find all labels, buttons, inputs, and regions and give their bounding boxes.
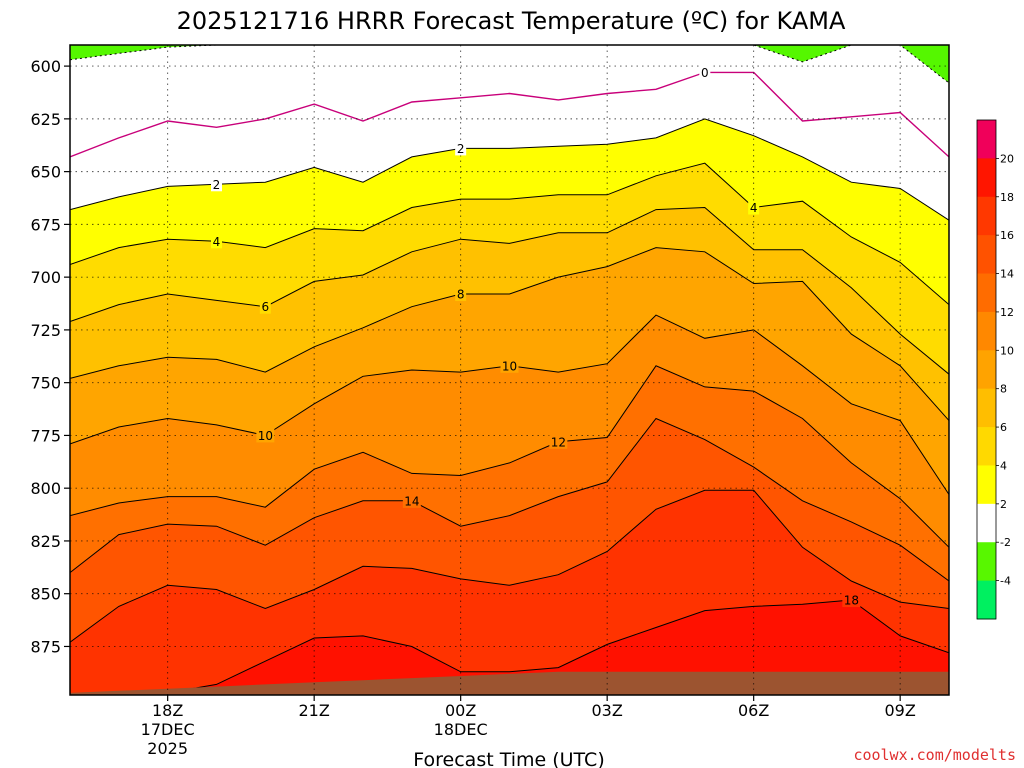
colorbar-label: 20 bbox=[1000, 152, 1014, 165]
colorbar-label: -4 bbox=[1000, 575, 1011, 588]
isotherm-line-16 bbox=[70, 489, 949, 643]
colorbar-label: 14 bbox=[1000, 268, 1014, 281]
x-tick-label: 18Z bbox=[152, 701, 183, 720]
x-tick-label: 06Z bbox=[738, 701, 769, 720]
colorbar-label: 2 bbox=[1000, 498, 1007, 511]
plot-frame bbox=[69, 44, 950, 696]
isotherm-label-bg bbox=[842, 593, 861, 608]
isotherm-label-bg bbox=[699, 65, 711, 80]
colorbar-label: 18 bbox=[1000, 191, 1014, 204]
colorbar-swatch bbox=[977, 542, 996, 582]
colorbar-swatch bbox=[977, 235, 996, 274]
colorbar-swatch bbox=[977, 273, 996, 313]
colorbar-swatch bbox=[977, 196, 996, 236]
y-tick-label: 600 bbox=[30, 57, 61, 76]
y-tick-label: 800 bbox=[30, 479, 61, 498]
y-axis: 600 625 650 675 700 725 750 775 800 825 850 875 bbox=[30, 57, 70, 656]
y-tick-label: 675 bbox=[30, 215, 61, 234]
x-tick-label: 18DEC bbox=[434, 720, 488, 739]
isotherm-line-0 bbox=[70, 71, 949, 158]
x-tick-label: 21Z bbox=[299, 701, 330, 720]
x-tick-label: 17DEC bbox=[141, 720, 195, 739]
isotherm-line-18 bbox=[70, 599, 949, 695]
colorbar-swatch bbox=[977, 427, 996, 466]
isotherm-label: 6 bbox=[262, 300, 270, 314]
isotherm-line-minus2 bbox=[70, 45, 949, 84]
colorbar-swatch bbox=[977, 158, 996, 198]
isotherm-label-bg bbox=[500, 358, 519, 373]
isotherm-label-bg bbox=[402, 493, 421, 508]
colorbar-swatch bbox=[977, 350, 996, 390]
isotherm-label-bg bbox=[455, 141, 467, 156]
isotherm-line-14 bbox=[70, 417, 949, 582]
y-tick-label: 700 bbox=[30, 268, 61, 287]
y-tick-label: 650 bbox=[30, 163, 61, 182]
x-tick-label: 2025 bbox=[147, 739, 188, 758]
colorbar-swatch bbox=[977, 580, 996, 620]
isotherm-label: 8 bbox=[457, 288, 465, 302]
isotherm-label: 0 bbox=[701, 66, 709, 80]
colorbar-label: 12 bbox=[1000, 306, 1014, 319]
terrain-surface bbox=[70, 671, 949, 695]
x-axis-label: Forecast Time (UTC) bbox=[413, 749, 604, 768]
isotherm-label: 10 bbox=[502, 359, 517, 373]
plot-area: 0 2 2 4 4 6 8 10 10 12 14 18 bbox=[69, 44, 950, 696]
colorbar-label: 6 bbox=[1000, 421, 1007, 434]
colorbar-label: 8 bbox=[1000, 383, 1007, 396]
isotherm-label-bg bbox=[455, 287, 467, 302]
isotherm-line-8 bbox=[70, 247, 949, 421]
isotherm-label-bg bbox=[259, 299, 271, 314]
isotherm-label-bg bbox=[256, 428, 275, 443]
y-tick-label: 875 bbox=[30, 637, 61, 656]
credit-text: coolwx.com/modelts bbox=[853, 746, 1016, 764]
isotherm-label-bg bbox=[211, 234, 222, 249]
colorbar-swatch bbox=[977, 311, 996, 351]
y-tick-label: 825 bbox=[30, 532, 61, 551]
x-tick-label: 03Z bbox=[592, 701, 623, 720]
isotherm-label-bg bbox=[549, 434, 568, 449]
colorbar: 20 18 16 14 12 10 8 6 4 2 -2 -4 bbox=[976, 119, 1014, 620]
plot-content: 0 2 2 4 4 6 8 10 10 12 14 18 bbox=[70, 45, 949, 695]
isotherm-label: 14 bbox=[404, 494, 419, 508]
x-tick-label: 09Z bbox=[885, 701, 916, 720]
colorbar-swatch bbox=[977, 388, 996, 428]
isotherm-line-6 bbox=[70, 206, 949, 375]
isotherm-label: 18 bbox=[844, 594, 859, 608]
y-tick-label: 725 bbox=[30, 321, 61, 340]
isotherm-label: 4 bbox=[213, 235, 221, 249]
colorbar-swatch bbox=[977, 465, 996, 505]
temp-band-18 bbox=[70, 600, 949, 695]
colorbar-frame bbox=[976, 119, 997, 620]
colorbar-label: -2 bbox=[1000, 536, 1011, 549]
isotherm-label: 12 bbox=[551, 435, 566, 449]
x-tick-label: 00Z bbox=[445, 701, 476, 720]
y-tick-label: 750 bbox=[30, 374, 61, 393]
isotherm-line-12 bbox=[70, 365, 949, 548]
isotherm-label-bg bbox=[211, 177, 222, 192]
chart-title: 2025121716 HRRR Forecast Temperature (ºC… bbox=[177, 7, 846, 35]
colorbar-swatch bbox=[977, 120, 996, 159]
isotherm-label: 4 bbox=[750, 201, 758, 215]
isotherm-label-bg bbox=[748, 200, 760, 215]
colorbar-label: 10 bbox=[1000, 344, 1014, 357]
colorbar-label: 16 bbox=[1000, 229, 1014, 242]
colorbar-swatch bbox=[977, 503, 996, 543]
isotherm-label: 2 bbox=[457, 142, 465, 156]
isotherm-label: 10 bbox=[258, 429, 273, 443]
colorbar-label: 4 bbox=[1000, 459, 1007, 472]
isotherm-label: 2 bbox=[213, 178, 221, 192]
y-tick-label: 850 bbox=[30, 585, 61, 604]
y-tick-label: 625 bbox=[30, 110, 61, 129]
y-tick-label: 775 bbox=[30, 426, 61, 445]
